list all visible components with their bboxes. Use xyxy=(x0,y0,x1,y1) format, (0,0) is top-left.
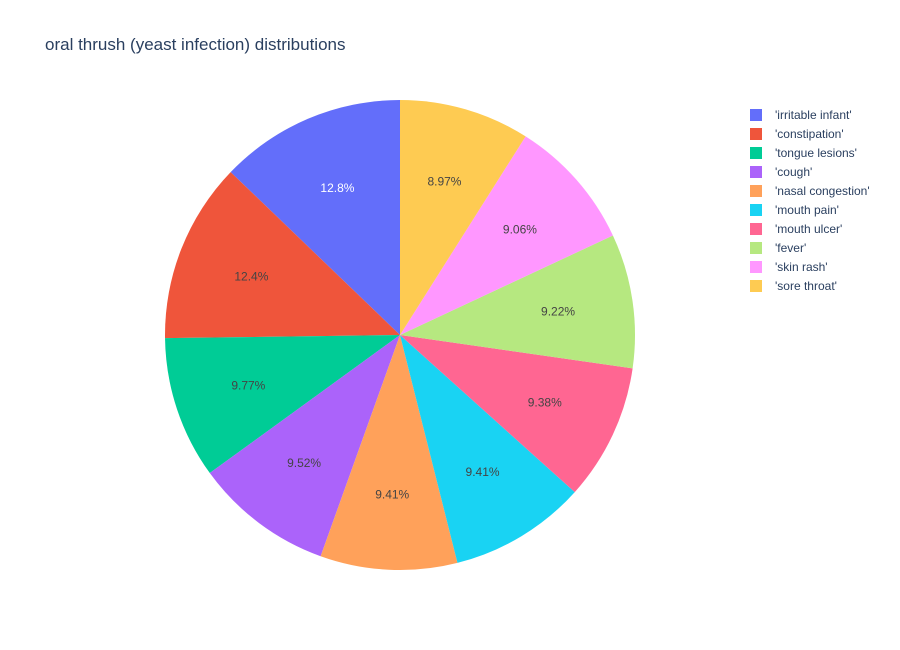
slice-percent-label: 9.06% xyxy=(503,222,537,236)
slice-percent-label: 12.4% xyxy=(234,269,268,283)
slice-percent-label: 9.41% xyxy=(375,488,409,502)
slice-percent-label: 9.38% xyxy=(528,396,562,410)
legend: 'irritable infant' 'constipation' 'tongue … xyxy=(750,108,870,293)
legend-label[interactable]: 'mouth ulcer' xyxy=(775,222,842,236)
pie-slice[interactable] xyxy=(230,100,400,335)
slice-percent-label: 12.8% xyxy=(320,181,354,195)
pie-slice[interactable] xyxy=(165,335,400,474)
slice-percent-label: 9.52% xyxy=(287,456,321,470)
legend-label[interactable]: 'constipation' xyxy=(775,127,844,141)
legend-swatch[interactable] xyxy=(750,242,762,254)
legend-label[interactable]: 'nasal congestion' xyxy=(775,184,870,198)
slice-percent-label: 9.41% xyxy=(466,465,500,479)
legend-swatch[interactable] xyxy=(750,166,762,178)
pie-slice[interactable] xyxy=(400,100,526,335)
pie-slice[interactable] xyxy=(209,335,400,557)
legend-label[interactable]: 'cough' xyxy=(775,165,812,179)
legend-swatch[interactable] xyxy=(750,109,762,121)
pie-slice[interactable] xyxy=(400,335,575,563)
pie-slice[interactable] xyxy=(320,335,458,570)
pie-slice[interactable] xyxy=(164,172,400,339)
pie-slices xyxy=(164,100,635,570)
legend-swatch[interactable] xyxy=(750,185,762,197)
legend-swatch[interactable] xyxy=(750,261,762,273)
legend-label[interactable]: 'irritable infant' xyxy=(775,108,852,122)
legend-swatch[interactable] xyxy=(750,128,762,140)
legend-label[interactable]: 'fever' xyxy=(775,241,806,255)
pie-slice[interactable] xyxy=(400,136,613,335)
slice-percent-label: 9.77% xyxy=(231,378,265,392)
legend-label[interactable]: 'mouth pain' xyxy=(775,203,839,217)
pie-slice[interactable] xyxy=(400,335,633,493)
legend-label[interactable]: 'tongue lesions' xyxy=(775,146,857,160)
legend-swatch[interactable] xyxy=(750,147,762,159)
pie-slice[interactable] xyxy=(400,235,635,369)
legend-label[interactable]: 'sore throat' xyxy=(775,279,837,293)
slice-labels: 12.8% 12.4% 9.77% 9.52% 9.41% 9.41% 9.38% 9.22%… xyxy=(231,175,575,502)
slice-percent-label: 8.97% xyxy=(427,175,461,189)
chart-title: oral thrush (yeast infection) distributi… xyxy=(45,35,345,54)
legend-label[interactable]: 'skin rash' xyxy=(775,260,828,274)
legend-swatch[interactable] xyxy=(750,204,762,216)
legend-swatch[interactable] xyxy=(750,280,762,292)
legend-swatch[interactable] xyxy=(750,223,762,235)
slice-percent-label: 9.22% xyxy=(541,305,575,319)
